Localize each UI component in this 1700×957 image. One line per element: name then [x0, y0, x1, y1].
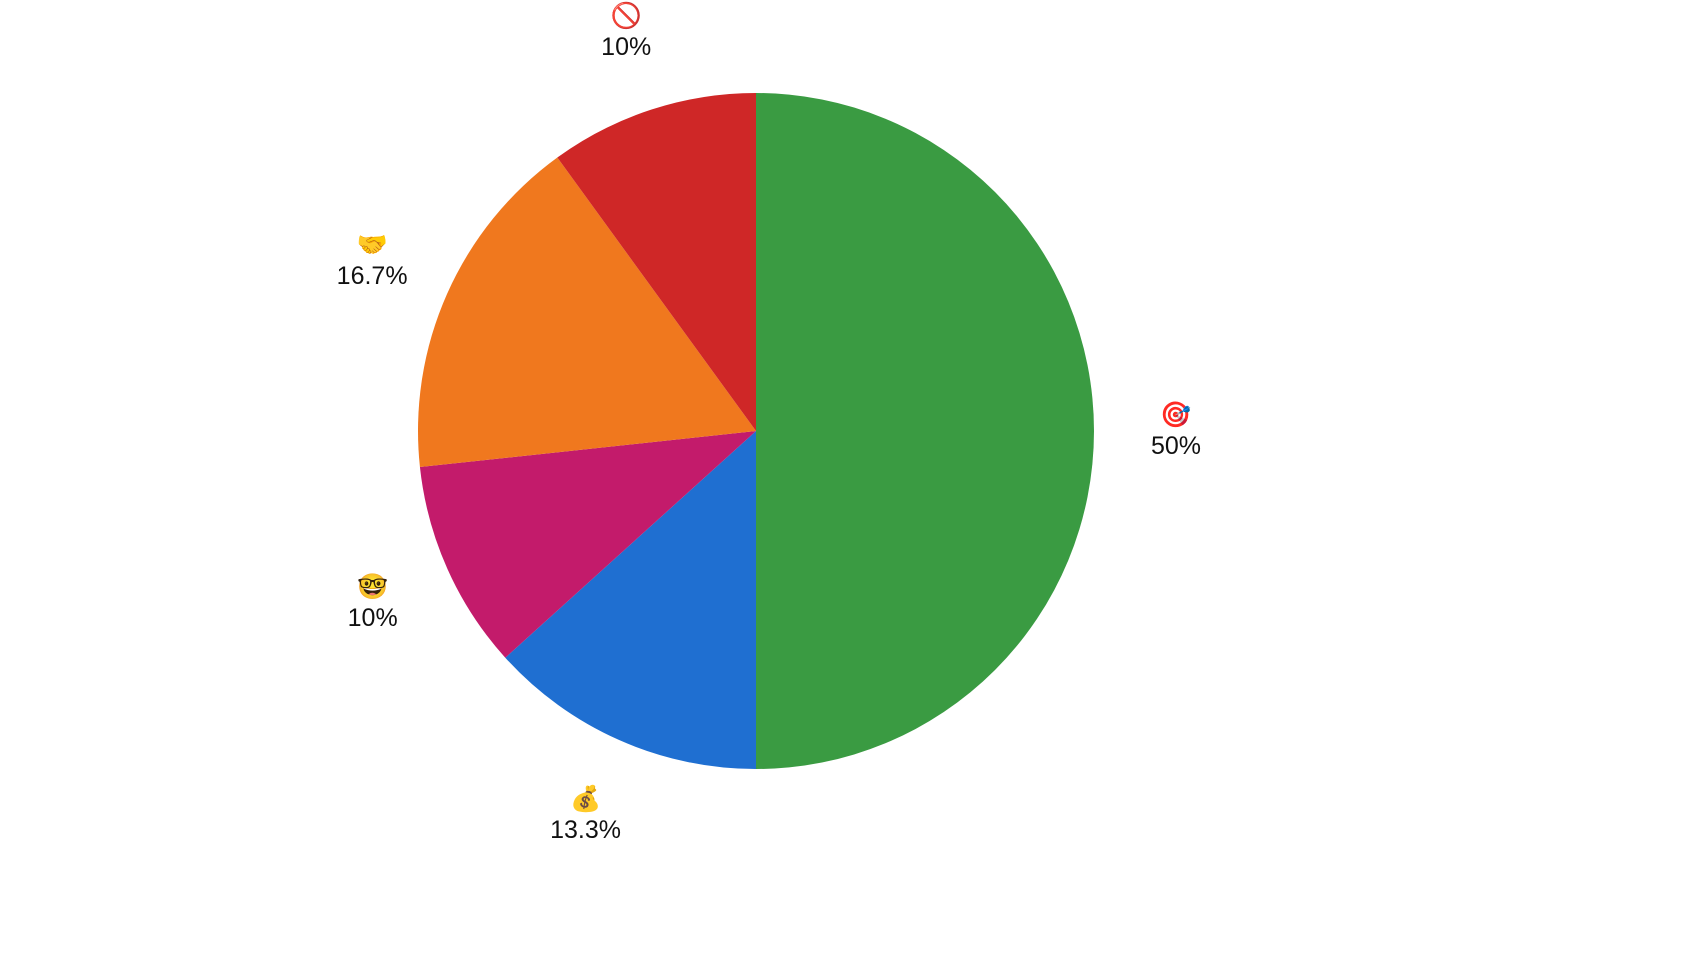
pie-slice-emoji-2: 🤓	[348, 571, 398, 602]
pie-slice-label-4: 🚫10%	[601, 0, 651, 63]
pie-slice-percent-1: 13.3%	[550, 815, 621, 846]
pie-slice-emoji-3: 🤝	[337, 229, 408, 260]
pie-slice-percent-0: 50%	[1151, 431, 1201, 462]
pie-slice-emoji-1: 💰	[550, 784, 621, 815]
pie-slice-percent-2: 10%	[348, 603, 398, 634]
pie-slice-label-3: 🤝16.7%	[337, 229, 408, 292]
pie-slice-label-2: 🤓10%	[348, 571, 398, 634]
pie-slice-percent-3: 16.7%	[337, 261, 408, 292]
pie-slice-emoji-0: 🎯	[1151, 400, 1201, 431]
pie-slice-label-0: 🎯50%	[1151, 400, 1201, 463]
pie-slice-percent-4: 10%	[601, 32, 651, 63]
pie-slice-emoji-4: 🚫	[601, 0, 651, 31]
pie-chart-svg	[0, 0, 1700, 957]
pie-chart-container: 🎯50%💰13.3%🤓10%🤝16.7%🚫10%	[0, 0, 1700, 957]
pie-slice-0	[756, 93, 1094, 769]
pie-slice-label-1: 💰13.3%	[550, 784, 621, 847]
